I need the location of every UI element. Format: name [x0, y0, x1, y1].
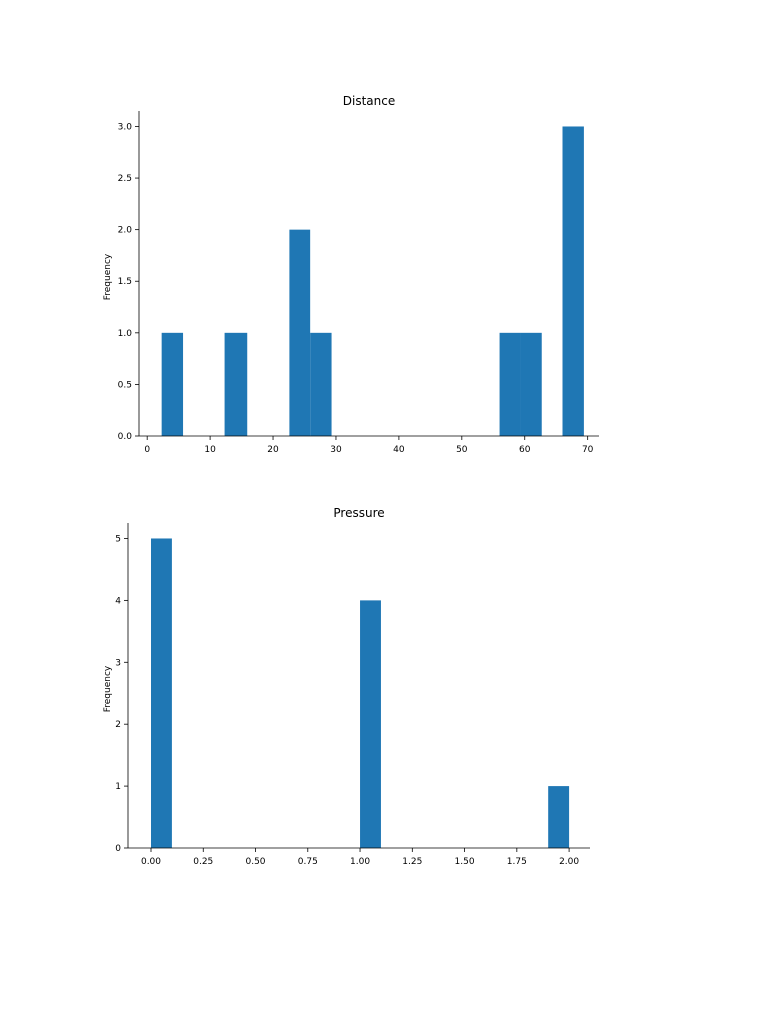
distance-y-axis-label: Frequency — [103, 253, 113, 300]
pressure-x-tick-label-4: 1.00 — [350, 857, 370, 867]
pressure-x-tick-label-6: 1.50 — [455, 857, 475, 867]
distance-y-tick-label-4: 2.0 — [118, 226, 133, 236]
distance-bar-3 — [310, 332, 332, 436]
pressure-x-tick-label-2: 0.50 — [245, 857, 265, 867]
pressure-histogram-panel: Pressure Frequency 0.00 0.25 0.50 0.75 1.00 1… — [103, 506, 590, 867]
distance-bars — [161, 126, 584, 436]
distance-bar-1 — [224, 332, 248, 436]
pressure-y-tick-label-2: 2 — [115, 720, 121, 730]
distance-bar-4 — [499, 332, 521, 436]
pressure-x-ticks: 0.00 0.25 0.50 0.75 1.00 1.25 1.50 1.75 2.00 — [141, 848, 579, 867]
pressure-y-axis-label: Frequency — [103, 665, 113, 712]
distance-bar-6 — [562, 126, 584, 436]
distance-x-ticks: 0 10 20 30 40 50 60 70 — [144, 436, 594, 455]
distance-x-tick-label-0: 0 — [144, 445, 150, 455]
pressure-x-tick-label-5: 1.25 — [402, 857, 422, 867]
distance-histogram-panel: Distance Frequency 0 10 20 30 40 50 60 70 0.00.… — [103, 94, 599, 455]
distance-y-tick-label-2: 1.0 — [118, 329, 133, 339]
distance-y-tick-label-1: 0.5 — [118, 380, 132, 390]
pressure-y-tick-label-5: 5 — [115, 534, 121, 544]
pressure-x-tick-label-3: 0.75 — [298, 857, 318, 867]
distance-x-tick-label-4: 40 — [393, 445, 405, 455]
distance-x-tick-label-1: 10 — [204, 445, 216, 455]
distance-y-tick-label-6: 3.0 — [118, 122, 133, 132]
distance-y-tick-label-3: 1.5 — [118, 277, 132, 287]
distance-bar-0 — [161, 332, 184, 436]
distance-x-tick-label-7: 70 — [582, 445, 594, 455]
pressure-x-tick-label-7: 1.75 — [507, 857, 527, 867]
distance-y-tick-label-0: 0.0 — [118, 432, 133, 442]
distance-y-tick-label-5: 2.5 — [118, 174, 132, 184]
distance-bar-5 — [520, 332, 542, 436]
pressure-bar-2 — [548, 786, 570, 848]
pressure-y-tick-label-1: 1 — [115, 782, 121, 792]
pressure-x-tick-label-0: 0.00 — [141, 857, 161, 867]
pressure-bars — [150, 538, 570, 848]
pressure-y-tick-label-3: 3 — [115, 658, 121, 668]
distance-x-tick-label-3: 30 — [330, 445, 342, 455]
pressure-y-ticks: 0 1 2 3 4 5 — [115, 534, 128, 854]
pressure-y-tick-label-0: 0 — [115, 844, 121, 854]
distance-x-tick-label-5: 50 — [456, 445, 468, 455]
pressure-bar-0 — [150, 538, 172, 848]
distance-chart-title: Distance — [343, 94, 395, 108]
distance-x-tick-label-6: 60 — [519, 445, 531, 455]
distance-y-ticks: 0.0 0.5 1.0 1.5 2.0 2.5 3.0 — [118, 122, 139, 442]
pressure-x-tick-label-8: 2.00 — [559, 857, 579, 867]
pressure-bar-1 — [360, 600, 381, 848]
pressure-chart-title: Pressure — [333, 506, 384, 520]
distance-bar-2 — [289, 229, 311, 436]
pressure-x-tick-label-1: 0.25 — [193, 857, 213, 867]
pressure-y-tick-label-4: 4 — [115, 596, 121, 606]
distance-x-tick-label-2: 20 — [267, 445, 279, 455]
